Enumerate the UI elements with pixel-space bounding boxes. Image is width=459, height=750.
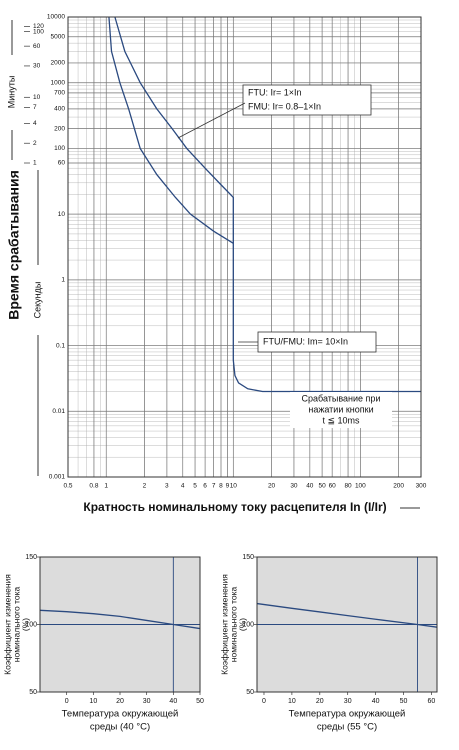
x-tick-label: 30	[143, 698, 151, 705]
x-tick-label: 20	[116, 698, 124, 705]
y-tick-label: 5000	[51, 34, 66, 41]
minute-tick-label: 10	[33, 94, 41, 101]
minute-tick-label: 4	[33, 120, 37, 127]
series-line	[108, 16, 234, 244]
y-axis-title: номинального тока	[11, 587, 21, 663]
series-line	[256, 602, 438, 628]
annotation: FTU/FMU: Im= 10×In	[263, 336, 348, 346]
minute-tick-label: 7	[33, 104, 37, 111]
annotation-arrow	[177, 102, 246, 139]
x-tick-label: 100	[355, 483, 366, 490]
y-axis-title: номинального тока	[228, 587, 238, 663]
x-axis-title: среды (55 °C)	[317, 722, 377, 733]
x-tick-label: 300	[416, 483, 427, 490]
x-tick-label: 40	[169, 698, 177, 705]
x-tick-label: 0.5	[63, 483, 72, 490]
x-tick-label: 5	[193, 483, 197, 490]
minute-tick-label: 1	[33, 160, 37, 167]
annotation: Срабатывание при	[302, 393, 381, 403]
x-tick-label: 0	[65, 698, 69, 705]
x-tick-label: 30	[344, 698, 352, 705]
x-tick-label: 6	[203, 483, 207, 490]
y-axis-title: (%)	[20, 618, 30, 631]
x-tick-label: 10	[89, 698, 97, 705]
x-tick-label: 20	[268, 483, 276, 490]
y-tick-label: 1000	[51, 79, 66, 86]
x-tick-label: 40	[372, 698, 380, 705]
y-tick-label: 0.01	[52, 408, 65, 415]
y-tick-label: 150	[25, 554, 37, 561]
y-tick-label: 10000	[47, 14, 65, 21]
series-line	[39, 609, 201, 630]
x-tick-label: 50	[319, 483, 327, 490]
x-tick-label: 1	[104, 483, 108, 490]
x-tick-label: 3	[165, 483, 169, 490]
plot-frame	[67, 16, 422, 478]
y-tick-label: 2000	[51, 60, 66, 67]
y-tick-label: 60	[58, 160, 66, 167]
y-tick-label: 50	[246, 689, 254, 696]
x-tick-label: 8	[219, 483, 223, 490]
minute-tick-label: 60	[33, 43, 41, 50]
y-tick-label: 150	[242, 554, 254, 561]
x-tick-label: 40	[306, 483, 314, 490]
x-tick-label: 60	[428, 698, 436, 705]
y-tick-label: 0.001	[49, 474, 66, 481]
x-tick-label: 20	[316, 698, 324, 705]
x-axis-title: Температура окружающей	[289, 709, 406, 720]
x-tick-label: 7	[212, 483, 216, 490]
minute-tick-label: 30	[33, 63, 41, 70]
y-tick-label: 200	[54, 125, 65, 132]
y-axis-title: Коэффициент изменения	[219, 574, 229, 675]
y-tick-label: 0.1	[56, 342, 65, 349]
annotation-box	[242, 84, 372, 116]
x-tick-label: 9	[226, 483, 230, 490]
y-tick-label: 100	[25, 621, 37, 628]
y-tick-label: 1	[61, 277, 65, 284]
annotation-box	[290, 392, 392, 428]
minute-tick-label: 120	[33, 23, 44, 30]
x-axis-title: Температура окружающей	[62, 709, 179, 720]
annotation: FTU: Ir= 1×In	[248, 87, 302, 97]
y-axis-title: Время срабатывания	[6, 170, 22, 320]
minute-tick-label: 100	[33, 28, 44, 35]
x-tick-label: 50	[196, 698, 204, 705]
y-axis-title: Коэффициент изменения	[2, 574, 12, 675]
x-tick-label: 2	[143, 483, 147, 490]
x-tick-label: 0	[262, 698, 266, 705]
y-axis-title: (%)	[237, 618, 247, 631]
x-tick-label: 10	[288, 698, 296, 705]
plot-frame	[256, 556, 438, 693]
annotation: FMU: Ir= 0.8–1×In	[248, 101, 321, 111]
x-tick-label: 4	[181, 483, 185, 490]
series-line	[114, 16, 421, 393]
x-tick-label: 0.8	[89, 483, 98, 490]
seconds-label: Секунды	[32, 282, 42, 319]
minute-tick-label: 2	[33, 140, 37, 147]
y-tick-label: 400	[54, 106, 65, 113]
y-tick-label: 700	[54, 90, 65, 97]
x-tick-label: 60	[329, 483, 337, 490]
annotation: t ≦ 10ms	[322, 415, 360, 425]
x-tick-label: 200	[393, 483, 404, 490]
x-tick-label: 30	[290, 483, 298, 490]
x-axis-title: Кратность номинальному току расцепителя …	[83, 500, 386, 514]
x-axis-title: среды (40 °C)	[90, 722, 150, 733]
y-tick-label: 100	[242, 621, 254, 628]
minutes-label: Минуты	[6, 76, 16, 109]
x-tick-label: 50	[400, 698, 408, 705]
y-tick-label: 50	[29, 689, 37, 696]
x-tick-label: 80	[344, 483, 352, 490]
x-tick-label: 10	[230, 483, 238, 490]
y-tick-label: 100	[54, 145, 65, 152]
annotation: нажатии кнопки	[308, 404, 373, 414]
plot-frame	[39, 556, 201, 693]
y-tick-label: 10	[58, 211, 66, 218]
